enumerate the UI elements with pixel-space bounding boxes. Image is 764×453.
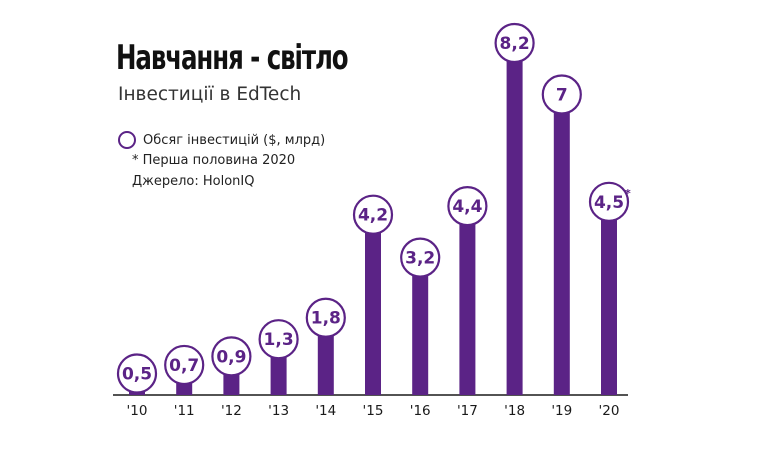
data-label: 3,2 bbox=[405, 249, 435, 269]
data-label-circle bbox=[116, 353, 158, 394]
x-tick-label: '20 bbox=[599, 403, 620, 419]
data-label: 0,5 bbox=[122, 365, 152, 385]
x-tick-label: '15 bbox=[363, 403, 384, 419]
legend-item: Обсяг інвестицій ($, млрд) bbox=[118, 130, 325, 150]
bar bbox=[601, 201, 617, 395]
data-label: 4,5 bbox=[594, 193, 624, 213]
legend: Обсяг інвестицій ($, млрд) bbox=[118, 130, 325, 150]
x-tick-label: '19 bbox=[551, 403, 572, 419]
data-label-circle bbox=[211, 336, 252, 377]
data-label: 4,2 bbox=[358, 206, 388, 226]
x-tick-label: '13 bbox=[268, 403, 289, 419]
chart-subtitle: Інвестиції в EdTech bbox=[118, 84, 302, 105]
data-label-circle bbox=[447, 186, 488, 227]
source-note: Джерело: HolonIQ bbox=[132, 174, 255, 189]
data-label: 0,7 bbox=[169, 356, 199, 376]
x-tick-label: '11 bbox=[174, 403, 195, 419]
x-tick-label: '17 bbox=[457, 403, 478, 419]
bar bbox=[365, 214, 381, 395]
bar bbox=[553, 94, 570, 395]
data-label: 1,8 bbox=[311, 309, 341, 329]
data-label-circle bbox=[541, 74, 582, 115]
data-label-circle bbox=[588, 181, 630, 222]
bar bbox=[506, 43, 523, 395]
bar bbox=[412, 257, 429, 395]
data-label-circle bbox=[400, 237, 441, 278]
data-label-footnote-mark: * bbox=[625, 187, 631, 200]
legend-label: Обсяг інвестицій ($, млрд) bbox=[143, 132, 326, 148]
footnote: * Перша половина 2020 bbox=[132, 153, 296, 168]
chart-title: Навчання - світло bbox=[116, 38, 349, 78]
data-label: 0,9 bbox=[216, 347, 246, 367]
data-label-circle bbox=[305, 297, 346, 338]
data-label: 4,4 bbox=[452, 197, 482, 217]
data-label: 1,3 bbox=[264, 330, 294, 350]
data-label-circle bbox=[164, 344, 205, 386]
x-tick-label: '18 bbox=[504, 403, 525, 419]
data-label-circle bbox=[494, 22, 535, 64]
bar bbox=[459, 206, 476, 395]
data-label-circle bbox=[258, 319, 299, 360]
x-tick-label: '10 bbox=[127, 403, 148, 419]
x-tick-label: '14 bbox=[315, 403, 336, 419]
data-label-circle bbox=[352, 194, 394, 235]
data-label: 7 bbox=[556, 86, 568, 106]
legend-circle-icon bbox=[118, 131, 136, 149]
x-tick-label: '12 bbox=[221, 403, 242, 419]
data-label: 8,2 bbox=[500, 34, 530, 54]
x-tick-label: '16 bbox=[410, 403, 431, 419]
